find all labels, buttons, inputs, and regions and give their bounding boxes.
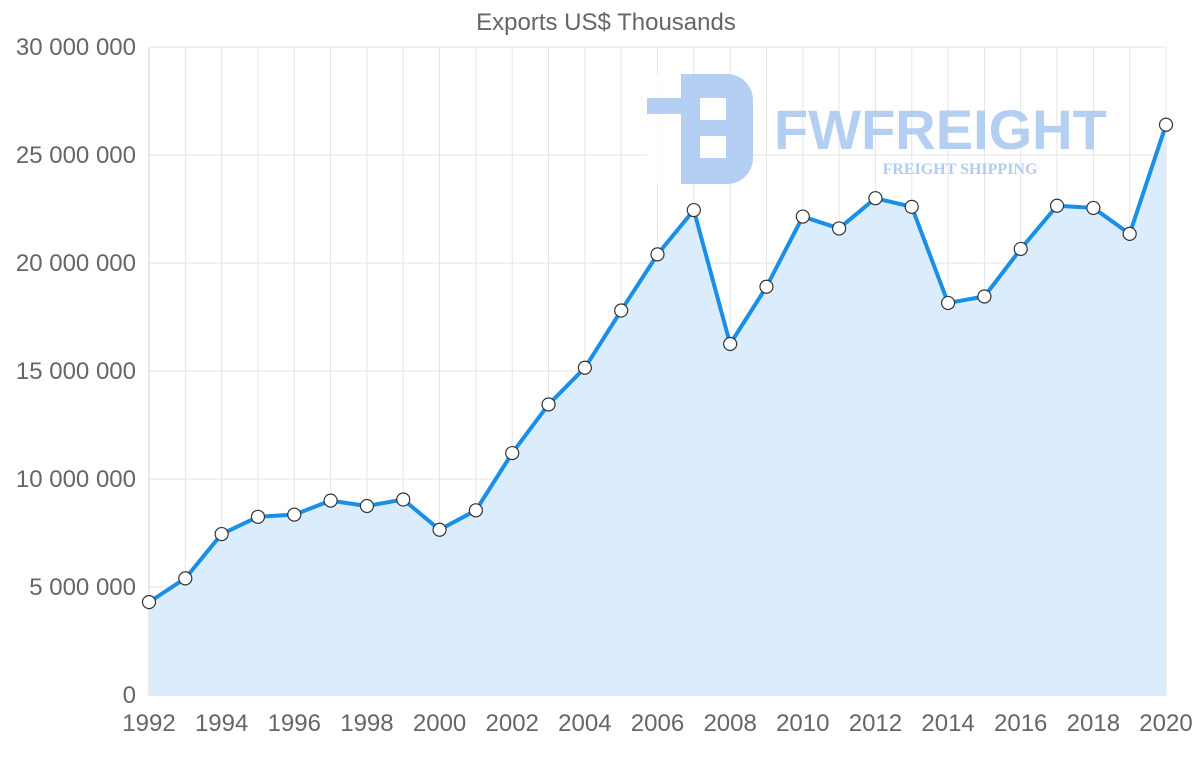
x-tick-label: 1992 — [122, 710, 175, 737]
x-tick-label: 2016 — [994, 710, 1047, 737]
data-point — [214, 526, 229, 542]
area-layer — [149, 124, 1166, 695]
data-point — [396, 492, 411, 507]
data-point — [359, 498, 375, 514]
x-axis-ticks: 1992 1994 1996 1998 2000 2002 2004 2006 2008 2010… — [122, 710, 1192, 737]
y-tick-label: 5 000 000 — [29, 574, 136, 601]
data-point — [940, 295, 956, 311]
data-point — [1086, 200, 1101, 216]
data-point — [1158, 117, 1174, 132]
data-point — [1049, 198, 1065, 213]
y-tick-label: 10 000 000 — [16, 466, 136, 493]
x-tick-label: 2002 — [486, 710, 539, 737]
x-tick-label: 2008 — [703, 710, 756, 737]
data-point — [323, 493, 338, 508]
x-tick-label: 1994 — [195, 710, 248, 737]
x-tick-label: 2000 — [413, 710, 466, 737]
data-point — [795, 209, 810, 224]
data-point — [505, 445, 520, 461]
data-point — [1013, 241, 1028, 257]
data-point — [832, 221, 847, 236]
data-point — [904, 199, 919, 214]
data-point — [287, 507, 302, 522]
data-point — [432, 522, 447, 537]
x-tick-label: 2010 — [776, 710, 829, 737]
y-tick-label: 0 — [123, 682, 136, 709]
y-tick-label: 30 000 000 — [16, 34, 136, 61]
data-point — [141, 595, 157, 610]
y-axis-ticks: 0 5 000 000 10 000 000 15 000 000 20 000 000… — [16, 34, 136, 709]
chart-title: Exports US$ Thousands — [476, 9, 736, 36]
x-tick-label: 2018 — [1067, 710, 1120, 737]
watermark-brand: FWFREIGHT — [774, 98, 1107, 161]
x-tick-label: 2004 — [558, 710, 611, 737]
y-tick-label: 25 000 000 — [16, 142, 136, 169]
x-tick-label: 2006 — [631, 710, 684, 737]
x-tick-label: 2020 — [1139, 710, 1192, 737]
data-point — [250, 509, 266, 524]
data-point — [178, 571, 193, 586]
data-point — [650, 247, 665, 262]
data-point — [977, 289, 992, 304]
x-tick-label: 1998 — [340, 710, 393, 737]
watermark-logo: FWFREIGHT FREIGHT SHIPPING — [647, 74, 1107, 184]
data-point — [759, 279, 774, 294]
data-point — [723, 336, 738, 352]
x-tick-label: 1996 — [268, 710, 321, 737]
data-point — [541, 397, 556, 412]
x-tick-label: 2012 — [849, 710, 902, 737]
watermark-tagline: FREIGHT SHIPPING — [883, 161, 1038, 178]
data-point — [868, 191, 883, 206]
data-point — [577, 360, 592, 375]
data-point — [686, 202, 701, 218]
x-tick-label: 2014 — [921, 710, 974, 737]
marker-layer — [141, 117, 1174, 610]
series-area — [149, 124, 1166, 695]
logo-mark-icon — [647, 74, 753, 184]
y-tick-label: 15 000 000 — [16, 358, 136, 385]
data-point — [614, 303, 629, 318]
data-point — [468, 503, 483, 518]
data-point — [1122, 226, 1137, 241]
y-tick-label: 20 000 000 — [16, 250, 136, 277]
